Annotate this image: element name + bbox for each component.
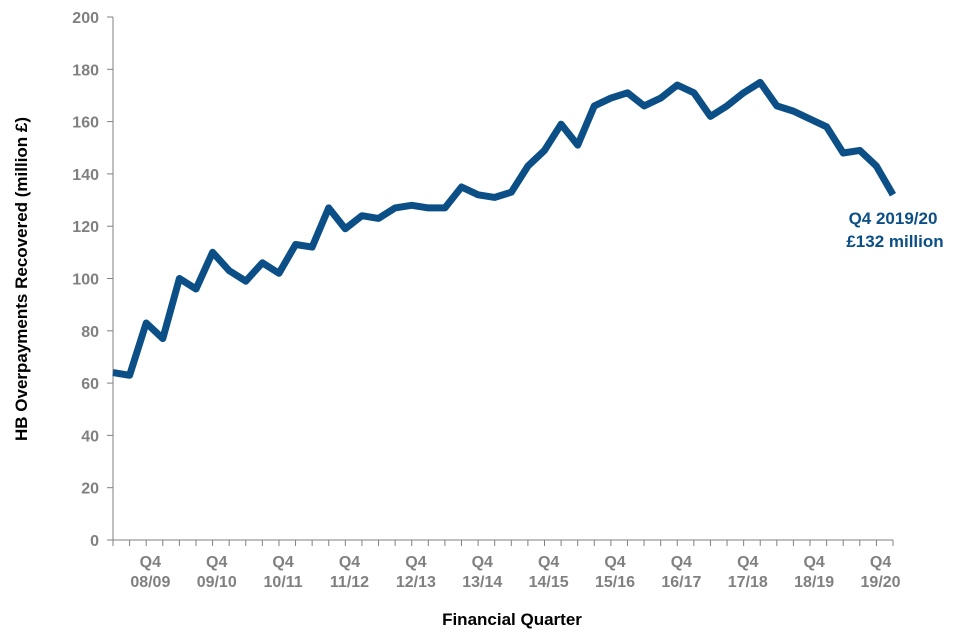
x-tick-label-year: 08/09 <box>130 574 170 591</box>
y-axis-label: HB Overpayments Recovered (million £) <box>12 117 31 441</box>
x-tick-label-quarter: Q4 <box>870 554 891 571</box>
y-tick-label: 100 <box>72 272 99 289</box>
y-tick-label: 0 <box>90 533 99 550</box>
y-tick-label: 200 <box>72 10 99 27</box>
x-tick-label-year: 14/15 <box>529 574 569 591</box>
x-tick-label-year: 09/10 <box>197 574 237 591</box>
x-tick-label-quarter: Q4 <box>339 554 360 571</box>
y-tick-label: 20 <box>81 481 99 498</box>
x-tick-label-year: 12/13 <box>396 574 436 591</box>
y-tick-label: 80 <box>81 324 99 341</box>
series-layer <box>112 78 897 379</box>
x-tick-label-quarter: Q4 <box>472 554 493 571</box>
y-tick-label: 60 <box>81 376 99 393</box>
x-tick-label-quarter: Q4 <box>272 554 293 571</box>
x-tick-label-quarter: Q4 <box>538 554 559 571</box>
x-tick-label-year: 17/18 <box>728 574 768 591</box>
y-tick-label: 160 <box>72 115 99 132</box>
x-tick-label-year: 13/14 <box>462 574 502 591</box>
annotation-period: Q4 2019/20 <box>849 209 938 228</box>
x-tick-label-quarter: Q4 <box>604 554 625 571</box>
x-tick-label-year: 18/19 <box>794 574 834 591</box>
x-tick-label-quarter: Q4 <box>803 554 824 571</box>
x-tick-label-quarter: Q4 <box>671 554 692 571</box>
x-tick-label-year: 19/20 <box>861 574 901 591</box>
x-tick-label-year: 15/16 <box>595 574 635 591</box>
y-tick-label: 140 <box>72 167 99 184</box>
x-axis-ticks: Q4 08/09 Q4 09/10 Q4 10/11 Q4 11/12 Q4 12/13 Q4 13/… <box>112 540 901 591</box>
x-tick-label-year: 10/11 <box>264 574 303 591</box>
x-tick-label-year: 11/12 <box>330 574 369 591</box>
y-tick-label: 40 <box>81 428 99 445</box>
x-tick-label-quarter: Q4 <box>140 554 161 571</box>
x-tick-label-quarter: Q4 <box>206 554 227 571</box>
y-axis-ticks: 0 20 40 60 80 100 120 140 160 180 200 <box>72 10 113 550</box>
y-tick-label: 180 <box>72 62 99 79</box>
x-tick-label-quarter: Q4 <box>737 554 758 571</box>
x-tick-label-quarter: Q4 <box>405 554 426 571</box>
annotation-value: £132 million <box>846 232 943 251</box>
x-axis-label: Financial Quarter <box>442 610 582 629</box>
series-line <box>112 78 897 379</box>
x-tick-label-year: 16/17 <box>661 574 701 591</box>
y-tick-label: 120 <box>72 219 99 236</box>
